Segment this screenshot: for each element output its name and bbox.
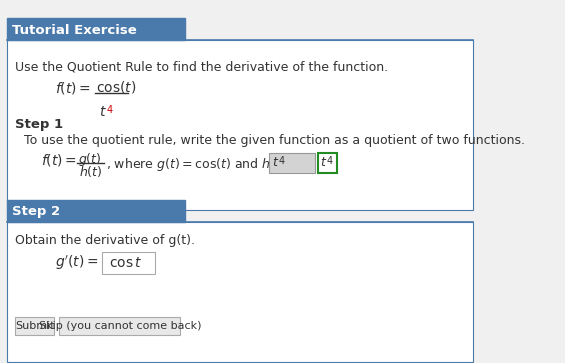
Text: Obtain the derivative of g(t).: Obtain the derivative of g(t). bbox=[15, 234, 195, 247]
FancyBboxPatch shape bbox=[15, 317, 54, 335]
Text: , where $g(t)=\cos(t)$ and $h(t)=$: , where $g(t)=\cos(t)$ and $h(t)=$ bbox=[106, 156, 298, 173]
FancyBboxPatch shape bbox=[318, 153, 337, 173]
Text: Use the Quotient Rule to find the derivative of the function.: Use the Quotient Rule to find the deriva… bbox=[15, 60, 388, 73]
Text: $t$: $t$ bbox=[320, 156, 328, 170]
Text: $h(t)$: $h(t)$ bbox=[79, 164, 103, 179]
Text: To use the quotient rule, write the given function as a quotient of two function: To use the quotient rule, write the give… bbox=[24, 134, 525, 147]
Text: Submit: Submit bbox=[15, 321, 55, 331]
FancyBboxPatch shape bbox=[102, 252, 155, 274]
Text: Skip (you cannot come back): Skip (you cannot come back) bbox=[38, 321, 201, 331]
FancyBboxPatch shape bbox=[7, 222, 473, 362]
FancyBboxPatch shape bbox=[7, 40, 473, 210]
Text: $4$: $4$ bbox=[278, 154, 285, 166]
FancyBboxPatch shape bbox=[268, 153, 315, 173]
Text: $f(t)=$: $f(t)=$ bbox=[41, 152, 77, 168]
FancyBboxPatch shape bbox=[7, 18, 185, 40]
Text: $g'(t)=$: $g'(t)=$ bbox=[55, 254, 99, 272]
Text: $t$: $t$ bbox=[98, 105, 106, 119]
Text: Tutorial Exercise: Tutorial Exercise bbox=[12, 24, 137, 37]
Text: $\cos t$: $\cos t$ bbox=[109, 256, 142, 270]
FancyBboxPatch shape bbox=[7, 200, 185, 222]
FancyBboxPatch shape bbox=[59, 317, 180, 335]
Text: Step 1: Step 1 bbox=[15, 118, 63, 131]
Text: Step 2: Step 2 bbox=[12, 205, 60, 219]
Text: $g(t)$: $g(t)$ bbox=[78, 151, 102, 168]
Text: $4$: $4$ bbox=[327, 154, 334, 166]
Text: $f(t)=$: $f(t)=$ bbox=[55, 80, 91, 96]
Text: $\cos(t)$: $\cos(t)$ bbox=[96, 79, 136, 95]
Text: $4$: $4$ bbox=[106, 103, 114, 115]
Text: $t$: $t$ bbox=[272, 156, 279, 170]
